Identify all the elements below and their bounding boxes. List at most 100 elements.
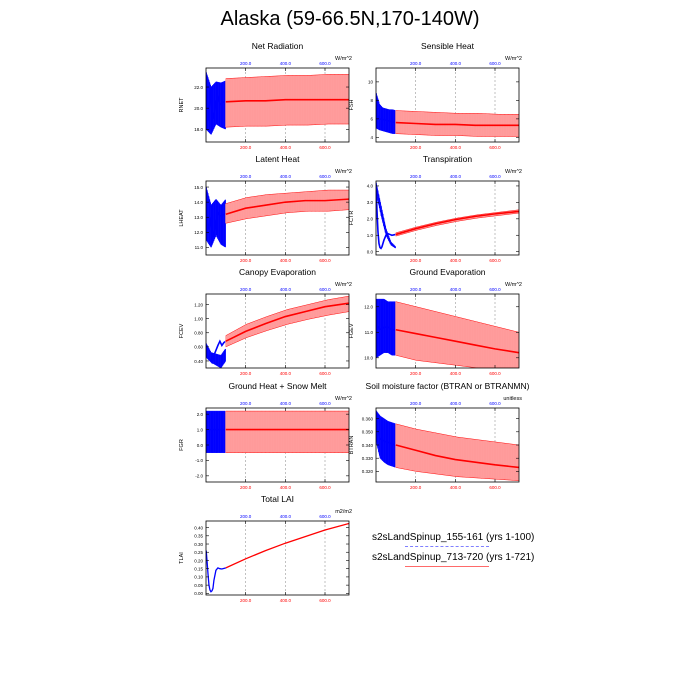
y-tick-label: 0.15	[194, 566, 203, 571]
panel-units: W/m^2	[335, 169, 352, 175]
y-axis-label: FGR	[179, 439, 185, 451]
y-tick-label: 4	[370, 135, 373, 140]
x-tick-label-bottom: 400.0	[450, 258, 462, 263]
panel-fctr: Transpiration W/m^2 FCTR 0.0 1.0 2.0 3.0 4.0 200…	[349, 154, 522, 263]
x-tick-label-bottom: 600.0	[319, 145, 331, 150]
x-tick-label-top: 200.0	[410, 61, 422, 66]
x-tick-label-top: 600.0	[319, 514, 331, 519]
series-envelope-high	[206, 186, 226, 206]
series-envelope-low	[395, 467, 519, 481]
series-envelope-low	[376, 127, 396, 134]
y-tick-label: 1.0	[197, 427, 204, 432]
x-tick-label-top: 400.0	[450, 61, 462, 66]
x-tick-label-bottom: 400.0	[450, 371, 462, 376]
x-tick-label-top: 600.0	[319, 61, 331, 66]
y-tick-label: 0.330	[362, 456, 374, 461]
panel-units: W/m^2	[505, 282, 522, 288]
plot-area	[206, 186, 349, 248]
x-tick-label-top: 200.0	[410, 401, 422, 406]
panel-units: W/m^2	[505, 56, 522, 62]
x-tick-label-top: 200.0	[240, 61, 252, 66]
y-tick-label: 4.0	[367, 184, 374, 189]
y-axis-label: FCEV	[179, 323, 185, 338]
series-envelope-high	[206, 72, 226, 87]
panel-title: Transpiration	[423, 154, 473, 164]
y-axis-label: BTRAN	[349, 436, 355, 455]
x-tick-label-bottom: 600.0	[489, 371, 501, 376]
plot-area	[206, 72, 349, 135]
x-tick-label-bottom: 200.0	[240, 598, 252, 603]
y-axis-label: TLAI	[179, 552, 185, 564]
x-tick-label-top: 600.0	[489, 174, 501, 179]
series-envelope-high	[225, 74, 349, 79]
series-envelope-low	[206, 124, 226, 135]
x-tick-label-bottom: 600.0	[319, 258, 331, 263]
y-tick-label: 12.0	[364, 305, 373, 310]
y-tick-label: -1.0	[195, 458, 203, 463]
x-tick-label-bottom: 600.0	[489, 145, 501, 150]
panel-units: W/m^2	[335, 282, 352, 288]
x-tick-label-top: 400.0	[280, 514, 292, 519]
y-axis-label: FSH	[349, 99, 355, 110]
panel-units: unitless	[503, 396, 522, 402]
panel-title: Ground Heat + Snow Melt	[228, 381, 327, 391]
series-envelope-low	[395, 212, 519, 237]
x-tick-label-top: 400.0	[280, 61, 292, 66]
series-envelope-low	[206, 357, 226, 368]
y-tick-label: 0.80	[194, 331, 203, 336]
x-tick-label-top: 600.0	[319, 174, 331, 179]
panel-fsh: Sensible Heat W/m^2 FSH 4 6 8 10 200.0 400.0 600.…	[349, 41, 522, 150]
y-tick-label: 6	[370, 117, 373, 122]
legend-line-solid	[405, 566, 489, 567]
series-envelope-high	[395, 301, 519, 333]
x-tick-label-bottom: 400.0	[450, 485, 462, 490]
series-envelope-low	[225, 209, 349, 224]
y-tick-label: 0.40	[194, 359, 203, 364]
series-long-line	[395, 210, 519, 236]
y-tick-label: 11.0	[365, 330, 374, 335]
series-envelope-high	[376, 92, 396, 111]
x-tick-label-bottom: 400.0	[280, 598, 292, 603]
series-long-line	[395, 444, 519, 469]
y-tick-label: 0.35	[194, 534, 203, 539]
panel-rnet: Net Radiation W/m^2 RNET 18.0 20.0 22.0 200.0 4…	[179, 41, 352, 150]
panel-title: Sensible Heat	[421, 41, 475, 51]
panel-title: Ground Evaporation	[409, 267, 485, 277]
series-long-line	[225, 522, 349, 569]
panel-frame	[205, 67, 350, 143]
plot-area	[376, 410, 519, 481]
y-tick-label: 1.20	[194, 302, 203, 307]
x-tick-label-top: 600.0	[319, 287, 331, 292]
x-tick-label-top: 400.0	[280, 401, 292, 406]
panel-frame	[205, 520, 350, 596]
x-tick-label-top: 600.0	[489, 61, 501, 66]
y-axis-label: FCTR	[349, 211, 355, 226]
x-tick-label-bottom: 200.0	[410, 145, 422, 150]
x-tick-label-top: 400.0	[450, 287, 462, 292]
x-tick-label-bottom: 400.0	[280, 258, 292, 263]
y-tick-label: 0.320	[362, 469, 374, 474]
series-envelope-low	[395, 133, 519, 137]
x-tick-label-top: 200.0	[240, 401, 252, 406]
x-tick-label-bottom: 400.0	[280, 485, 292, 490]
legend-label: s2sLandSpinup_713-720 (yrs 1-721)	[372, 552, 535, 563]
y-tick-label: 0.60	[194, 345, 203, 350]
series-envelope-low	[376, 352, 396, 359]
y-tick-label: 0.00	[194, 591, 203, 596]
x-tick-label-top: 200.0	[410, 174, 422, 179]
x-tick-label-bottom: 600.0	[319, 598, 331, 603]
panel-frame	[375, 67, 520, 143]
series-envelope-low	[225, 123, 349, 128]
panel-fgr: Ground Heat + Snow Melt W/m^2 FGR -2.0 -1.0 0…	[179, 381, 352, 490]
plot-area	[376, 298, 519, 368]
series-short-line	[376, 424, 397, 446]
y-tick-label: 3.0	[367, 200, 374, 205]
series-envelope-high	[225, 189, 349, 204]
panel-frame	[205, 180, 350, 256]
x-tick-label-bottom: 200.0	[240, 258, 252, 263]
y-tick-label: 11.0	[195, 245, 204, 250]
plot-area	[376, 182, 519, 250]
legend-line-dashed	[405, 546, 489, 547]
plot-area	[206, 522, 349, 593]
series-long-line	[395, 328, 519, 354]
